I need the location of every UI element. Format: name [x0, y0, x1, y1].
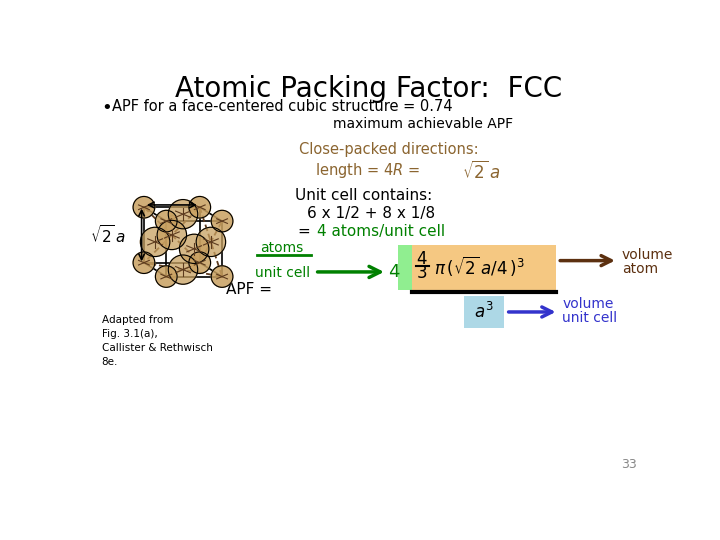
Text: •: • — [102, 99, 112, 117]
Text: 4 atoms/unit cell: 4 atoms/unit cell — [317, 224, 445, 239]
Text: 3: 3 — [416, 264, 427, 282]
Text: Close-packed directions:: Close-packed directions: — [300, 142, 479, 157]
Text: maximum achievable APF: maximum achievable APF — [333, 117, 513, 131]
Circle shape — [133, 252, 155, 273]
Text: APF =: APF = — [225, 282, 276, 297]
Circle shape — [156, 211, 177, 232]
Text: $\pi\,(\sqrt{2}\,a/4\,)^3$: $\pi\,(\sqrt{2}\,a/4\,)^3$ — [434, 254, 525, 278]
Text: 6 x 1/2 + 8 x 1/8: 6 x 1/2 + 8 x 1/8 — [307, 206, 435, 221]
Text: Unit cell contains:: Unit cell contains: — [295, 188, 433, 203]
Text: $a$: $a$ — [166, 213, 177, 227]
Circle shape — [156, 266, 177, 287]
Circle shape — [157, 220, 186, 249]
Text: volume: volume — [621, 248, 673, 262]
Text: atoms: atoms — [261, 241, 304, 255]
Circle shape — [211, 266, 233, 287]
Text: 4: 4 — [388, 263, 400, 281]
Circle shape — [168, 200, 198, 229]
Text: $a^3$: $a^3$ — [474, 302, 494, 322]
Text: 33: 33 — [621, 458, 636, 471]
Circle shape — [189, 252, 210, 273]
Bar — [464, 296, 504, 328]
Bar — [413, 245, 556, 289]
Circle shape — [133, 197, 155, 218]
Circle shape — [168, 255, 198, 284]
Text: $\sqrt{2}\,a$: $\sqrt{2}\,a$ — [462, 161, 500, 183]
Circle shape — [196, 227, 225, 256]
Text: volume: volume — [562, 298, 613, 312]
Text: Atomic Packing Factor:  FCC: Atomic Packing Factor: FCC — [176, 75, 562, 103]
Text: APF for a face-centered cubic structure = 0.74: APF for a face-centered cubic structure … — [112, 99, 452, 114]
Text: =: = — [297, 224, 325, 239]
Text: $\sqrt{2}\,a$: $\sqrt{2}\,a$ — [91, 224, 126, 246]
Circle shape — [179, 234, 209, 264]
Text: atom: atom — [621, 262, 658, 276]
Text: 4: 4 — [416, 249, 427, 268]
Text: Adapted from
Fig. 3.1(a),
Callister & Rethwisch
8e.: Adapted from Fig. 3.1(a), Callister & Re… — [102, 315, 212, 367]
Circle shape — [189, 197, 210, 218]
Circle shape — [140, 227, 170, 256]
Text: unit cell: unit cell — [562, 311, 618, 325]
Text: unit cell: unit cell — [255, 266, 310, 280]
Circle shape — [211, 211, 233, 232]
Text: length = 4$R$ =: length = 4$R$ = — [315, 161, 421, 180]
Bar — [398, 245, 413, 289]
